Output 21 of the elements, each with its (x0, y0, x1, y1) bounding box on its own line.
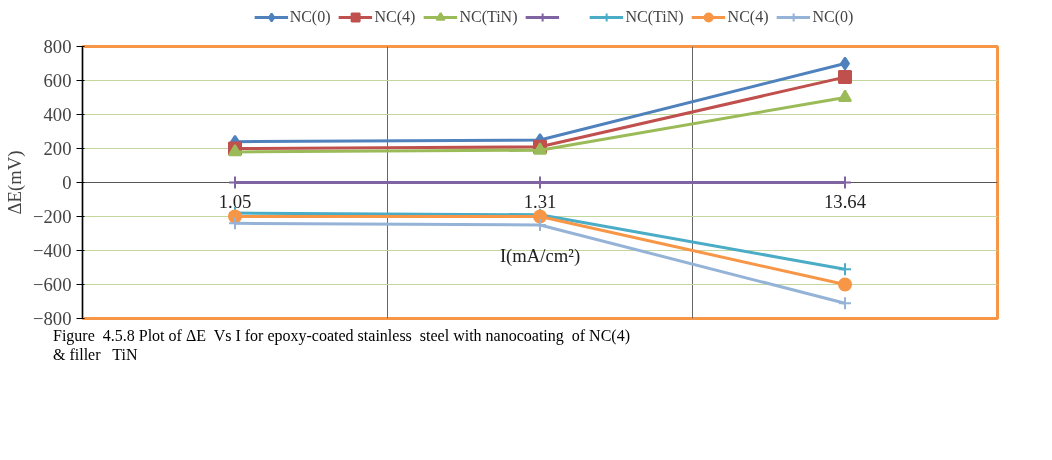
legend-label: NC(4) (374, 8, 416, 26)
x-axis-title: I(mA/cm²) (499, 244, 581, 267)
y-tick-label: 200 (43, 138, 72, 159)
x-tick-label: 1.05 (218, 190, 252, 212)
legend-label: NC(TiN) (625, 8, 684, 26)
legend-label: NC(TiN) (459, 8, 518, 26)
y-tick-label: 800 (43, 36, 72, 57)
x-tick-label: 1.31 (523, 190, 557, 212)
y-axis-title: ΔE(mV) (3, 150, 26, 215)
legend-label: NC(0) (812, 8, 854, 26)
y-tick-label: −400 (32, 240, 72, 261)
y-tick-label: 0 (62, 172, 72, 193)
y-tick-label: −200 (32, 206, 72, 227)
y-tick-label: 600 (43, 70, 72, 91)
caption: Figure 4.5.8 Plot of ΔE Vs I for epoxy-coated stainless steel with nanocoating of NC(4) & filler TiN (53, 326, 630, 365)
y-tick-label: −800 (32, 308, 72, 329)
legend-label: NC(0) (289, 8, 331, 26)
y-tick-label: 400 (43, 104, 72, 125)
legend-label: NC(4) (727, 8, 769, 26)
x-tick-label: 13.64 (824, 190, 867, 212)
y-tick-label: −600 (32, 274, 72, 295)
